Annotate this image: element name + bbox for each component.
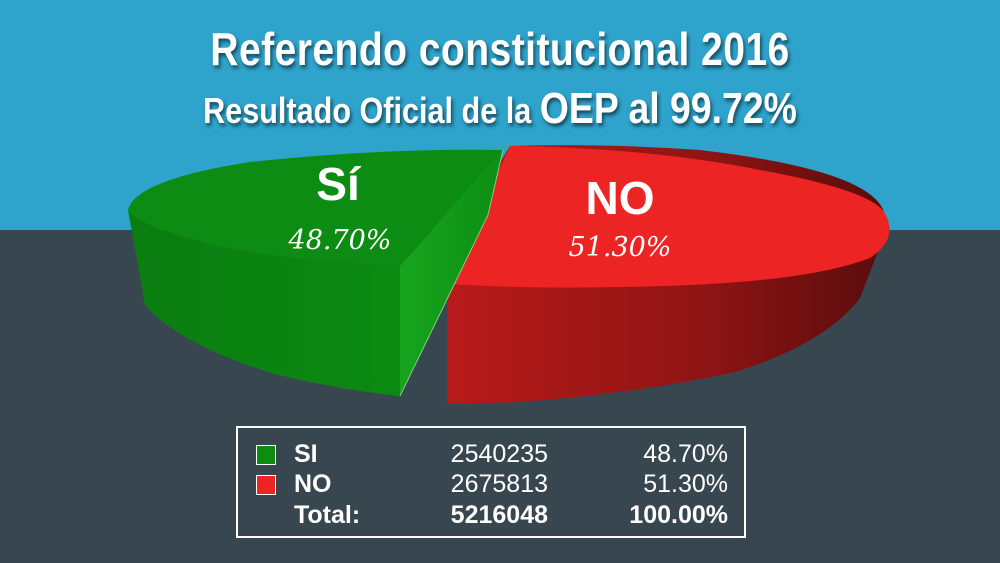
slice-label-si: Sí (316, 158, 362, 210)
results-percent-no: 51.30% (643, 470, 728, 498)
results-label-no: NO (294, 470, 332, 498)
subtitle-part1: Resultado Oficial de la (203, 90, 540, 131)
results-row-no: NO 2675813 51.30% (238, 470, 744, 500)
chart-title: Referendo constitucional 2016 (210, 23, 790, 75)
results-votes-no: 2675813 (450, 470, 548, 498)
results-row-total: Total: 5216048 100.00% (238, 501, 744, 531)
slice-si-rim (399, 149, 504, 397)
slice-value-si: 48.70% (288, 225, 392, 256)
slice-value-no: 51.30% (569, 232, 672, 263)
legend-swatch-si (256, 445, 276, 465)
results-votes-total: 5216048 (450, 501, 548, 529)
legend-swatch-no (256, 475, 276, 495)
slice-si-cut (400, 150, 503, 396)
chart-subtitle: Resultado Oficial de la OEP al 99.72% (75, 84, 925, 134)
slice-si-side (128, 210, 400, 396)
results-label-si: SI (294, 440, 318, 468)
slice-label-no: NO (586, 172, 655, 224)
results-percent-si: 48.70% (643, 440, 728, 468)
subtitle-part2: OEP al 99.72% (539, 84, 797, 133)
results-percent-total: 100.00% (629, 501, 728, 529)
results-row-si: SI 2540235 48.70% (238, 440, 744, 470)
results-table: SI 2540235 48.70% NO 2675813 51.30% Tota… (236, 426, 746, 538)
slice-no-top (447, 146, 890, 288)
slice-si-top (128, 149, 503, 266)
results-votes-si: 2540235 (450, 440, 548, 468)
results-label-total: Total: (294, 501, 361, 529)
